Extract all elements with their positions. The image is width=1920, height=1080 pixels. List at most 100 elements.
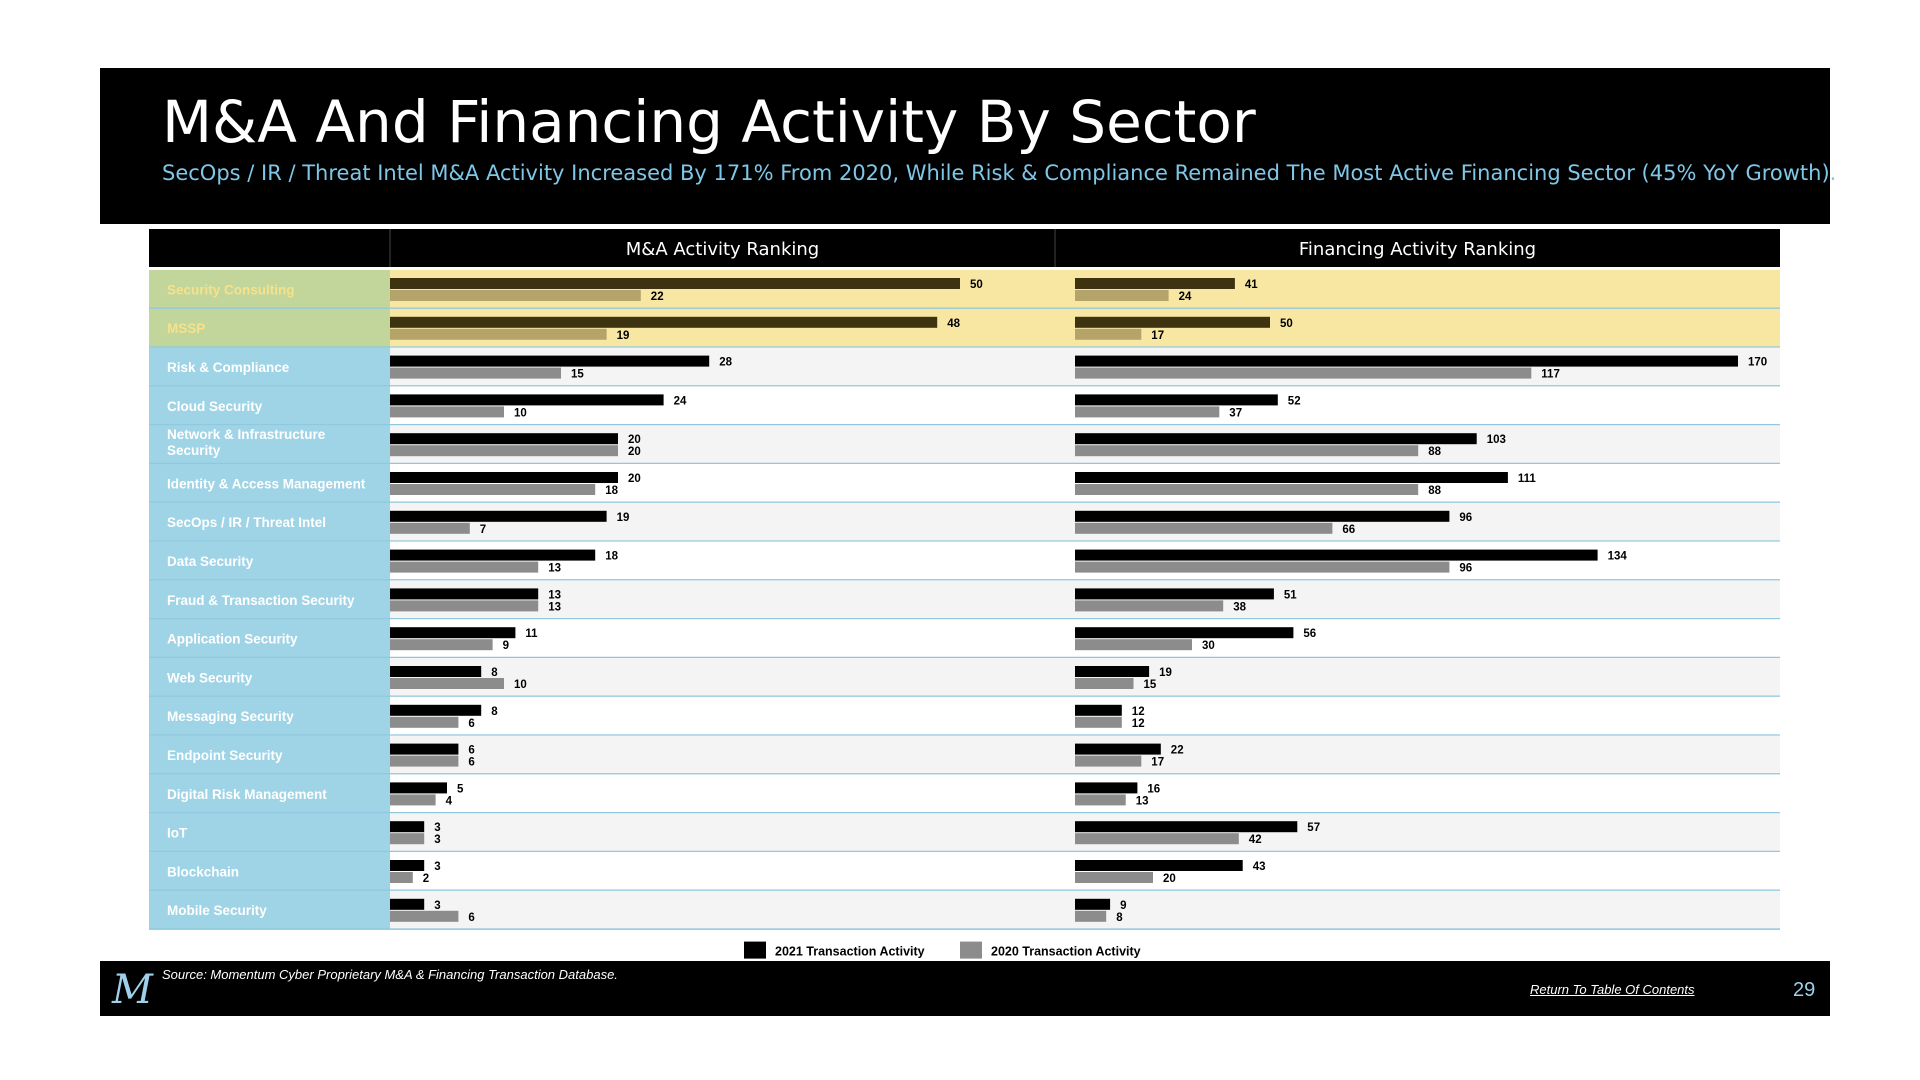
ma-bar-2021 xyxy=(390,588,539,600)
fin-data-label-2020: 13 xyxy=(1136,795,1149,807)
ma-data-label-2020: 10 xyxy=(514,407,527,419)
ma-data-label-2021: 50 xyxy=(970,279,983,291)
legend-swatch-2020 xyxy=(960,941,982,959)
fin-bar-2021 xyxy=(1075,860,1243,871)
category-label: Blockchain xyxy=(167,864,239,879)
sector-activity-chart: M&A Activity Ranking Financing Activity R… xyxy=(149,229,1780,959)
ma-bar-2021 xyxy=(390,898,425,910)
ma-bar-2021 xyxy=(390,782,447,794)
page-subtitle: SecOps / IR / Threat Intel M&A Activity … xyxy=(162,161,1837,185)
fin-bar-2020 xyxy=(1075,290,1169,301)
ma-bar-2021 xyxy=(390,860,425,871)
row-label-cell xyxy=(149,852,390,891)
fin-bar-2020 xyxy=(1075,445,1419,457)
ma-data-label-2020: 18 xyxy=(605,485,618,497)
ma-data-label-2021: 13 xyxy=(548,589,561,601)
row-label-cell xyxy=(149,425,390,464)
fin-data-label-2020: 38 xyxy=(1233,601,1246,613)
row-label-cell xyxy=(149,774,390,814)
row-background xyxy=(390,386,1780,426)
fin-bar-2020 xyxy=(1075,910,1107,922)
legend-swatch-2021 xyxy=(744,941,766,959)
ma-data-label-2021: 20 xyxy=(628,434,641,446)
row-background xyxy=(390,270,1780,309)
fin-data-label-2020: 12 xyxy=(1132,718,1145,730)
ma-bar-2021 xyxy=(390,510,607,522)
legend-label-2020: 2020 Transaction Activity xyxy=(991,945,1141,959)
fin-bar-2021 xyxy=(1075,549,1598,561)
ma-bar-2021 xyxy=(390,278,960,289)
row-background xyxy=(390,774,1780,814)
ma-data-label-2020: 6 xyxy=(468,912,474,924)
ma-data-label-2021: 20 xyxy=(628,473,641,485)
return-to-toc-link[interactable]: Return To Table Of Contents xyxy=(1530,982,1695,997)
row-label-cell xyxy=(149,735,390,775)
fin-data-label-2021: 56 xyxy=(1303,628,1316,640)
ma-data-label-2020: 6 xyxy=(468,757,474,769)
ma-data-label-2021: 28 xyxy=(719,357,732,369)
ma-bar-2020 xyxy=(390,833,425,845)
fin-bar-2021 xyxy=(1075,510,1450,522)
row-background xyxy=(390,696,1780,736)
ma-bar-2020 xyxy=(390,290,641,301)
category-label: Application Security xyxy=(167,632,298,647)
row-background xyxy=(390,890,1780,930)
fin-data-label-2021: 111 xyxy=(1518,473,1537,485)
ma-data-label-2020: 3 xyxy=(434,834,440,846)
row-label-cell xyxy=(149,502,390,542)
ma-bar-2021 xyxy=(390,666,482,677)
fin-bar-2021 xyxy=(1075,898,1111,910)
ma-data-label-2020: 6 xyxy=(468,718,474,730)
row-background xyxy=(390,541,1780,581)
ma-bar-2021 xyxy=(390,355,710,367)
ma-bar-2021 xyxy=(390,821,425,833)
fin-bar-2020 xyxy=(1075,561,1450,573)
page-title: M&A And Financing Activity By Sector xyxy=(162,88,1256,156)
category-label: Security Consulting xyxy=(167,282,295,297)
fin-bar-2021 xyxy=(1075,355,1738,367)
fin-bar-2020 xyxy=(1075,794,1126,806)
ma-bar-2021 xyxy=(390,704,482,716)
category-label: Data Security xyxy=(167,554,254,569)
fin-bar-2020 xyxy=(1075,367,1532,379)
source-note: Source: Momentum Cyber Proprietary M&A &… xyxy=(162,967,618,982)
ma-bar-2020 xyxy=(390,522,470,534)
row-label-cell xyxy=(149,580,390,620)
fin-data-label-2021: 9 xyxy=(1120,900,1126,912)
financing-panel-title: Financing Activity Ranking xyxy=(1299,239,1536,260)
fin-bar-2020 xyxy=(1075,600,1224,612)
row-label-cell xyxy=(149,890,390,930)
fin-bar-2020 xyxy=(1075,872,1153,883)
fin-bar-2021 xyxy=(1075,394,1278,406)
ma-data-label-2021: 6 xyxy=(468,745,474,757)
category-label: Fraud & Transaction Security xyxy=(167,593,355,608)
fin-data-label-2021: 96 xyxy=(1459,512,1472,524)
ma-data-label-2020: 10 xyxy=(514,679,527,691)
ma-bar-2020 xyxy=(390,367,561,379)
fin-data-label-2021: 16 xyxy=(1147,783,1160,795)
fin-bar-2021 xyxy=(1075,627,1294,639)
slide: M&A Activity Ranking Financing Activity R… xyxy=(100,68,1836,1016)
fin-data-label-2021: 22 xyxy=(1171,745,1184,757)
fin-data-label-2021: 51 xyxy=(1284,589,1297,601)
fin-bar-2020 xyxy=(1075,639,1192,651)
ma-data-label-2021: 3 xyxy=(434,861,440,873)
fin-data-label-2021: 170 xyxy=(1748,357,1767,369)
fin-bar-2020 xyxy=(1075,833,1239,845)
ma-bar-2021 xyxy=(390,433,618,445)
fin-data-label-2020: 20 xyxy=(1163,873,1176,885)
row-background xyxy=(390,852,1780,891)
fin-bar-2021 xyxy=(1075,472,1508,483)
category-label: Network & Infrastructure Security xyxy=(167,427,326,458)
row-background xyxy=(390,813,1780,852)
fin-data-label-2021: 12 xyxy=(1132,706,1145,718)
fin-bar-2021 xyxy=(1075,821,1298,833)
ma-data-label-2020: 9 xyxy=(503,640,509,652)
fin-data-label-2020: 66 xyxy=(1342,524,1355,536)
category-label: Risk & Compliance xyxy=(167,360,290,375)
ma-data-label-2021: 48 xyxy=(947,318,960,330)
fin-data-label-2020: 117 xyxy=(1541,369,1560,381)
page-number: 29 xyxy=(1793,979,1816,1001)
fin-data-label-2021: 41 xyxy=(1245,279,1258,291)
momentum-logo: M xyxy=(112,967,153,1013)
